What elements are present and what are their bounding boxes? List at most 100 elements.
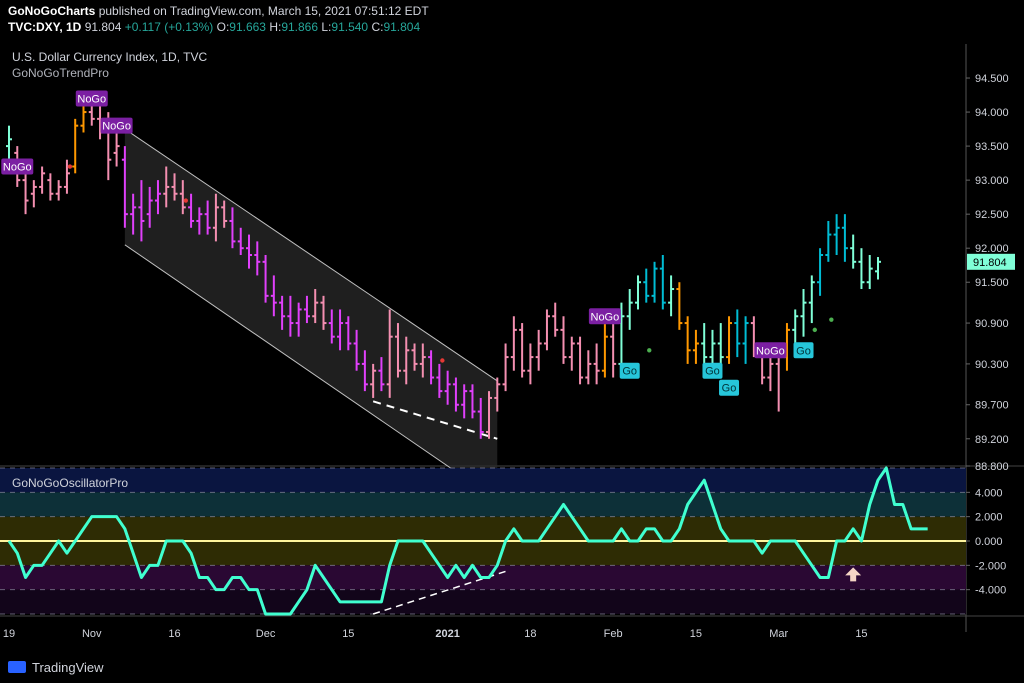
price-bar[interactable]	[841, 214, 848, 262]
price-bar[interactable]	[229, 207, 236, 249]
price-bar[interactable]	[279, 295, 286, 330]
price-bar[interactable]	[30, 180, 37, 208]
price-bar[interactable]	[436, 363, 443, 398]
price-bar[interactable]	[345, 316, 352, 351]
price-bar[interactable]	[717, 323, 724, 364]
price-bar[interactable]	[634, 275, 641, 310]
price-bar[interactable]	[726, 316, 733, 364]
price-bar[interactable]	[146, 186, 153, 228]
price-bar[interactable]	[204, 200, 211, 235]
price-bar[interactable]	[403, 336, 410, 385]
price-bar[interactable]	[386, 309, 393, 398]
price-bar[interactable]	[154, 180, 161, 215]
chart-area[interactable]: U.S. Dollar Currency Index, 1D, TVC GoNoG…	[0, 44, 1024, 654]
nogo-badge[interactable]: NoGo	[1, 158, 34, 175]
price-bar[interactable]	[643, 268, 650, 303]
price-bar[interactable]	[287, 295, 294, 337]
price-bar[interactable]	[47, 173, 54, 201]
oscillator-pane[interactable]: GoNoGoOscillatorPro 4.000 2.000 0.000 -2.000…	[0, 466, 1006, 616]
price-bar[interactable]	[651, 261, 658, 303]
price-bar[interactable]	[808, 275, 815, 324]
price-bar[interactable]	[246, 234, 253, 269]
price-bar[interactable]	[254, 241, 261, 276]
price-bar[interactable]	[684, 316, 691, 364]
price-bar[interactable]	[262, 255, 269, 303]
nogo-badge[interactable]: NoGo	[754, 342, 787, 359]
price-bar[interactable]	[378, 357, 385, 392]
price-bar[interactable]	[701, 323, 708, 364]
price-bar[interactable]	[461, 384, 468, 419]
time-axis[interactable]: 19 Nov 16 Dec 15 2021 18 Feb 15 Mar 15	[0, 615, 1024, 640]
price-bar[interactable]	[510, 316, 517, 371]
price-bar[interactable]	[858, 248, 865, 290]
price-bar[interactable]	[742, 316, 749, 364]
dashed-support-line[interactable]	[372, 400, 498, 440]
price-bar[interactable]	[138, 180, 145, 242]
price-bar[interactable]	[394, 323, 401, 378]
price-bar[interactable]	[469, 384, 476, 419]
price-bar[interactable]	[320, 295, 327, 330]
publisher-name[interactable]: GoNoGoCharts	[8, 4, 96, 18]
price-bar[interactable]	[543, 309, 550, 351]
price-bar[interactable]	[80, 105, 87, 133]
price-bar[interactable]	[444, 370, 451, 405]
price-pane[interactable]: U.S. Dollar Currency Index, 1D, TVCGoNoG…	[0, 44, 1024, 632]
oscillator-line[interactable]	[7, 466, 928, 616]
tradingview-logo[interactable]: TradingView	[8, 660, 104, 675]
price-bar[interactable]	[179, 180, 186, 215]
go-badge[interactable]: Go	[793, 342, 814, 359]
price-bar[interactable]	[221, 200, 228, 228]
price-bar[interactable]	[130, 193, 137, 235]
channel-lower-line[interactable]	[124, 244, 498, 501]
last-price-tag[interactable]	[967, 253, 1015, 270]
price-bar[interactable]	[494, 377, 501, 412]
price-bar[interactable]	[477, 397, 484, 439]
price-bar[interactable]	[833, 214, 840, 255]
price-bar[interactable]	[419, 343, 426, 378]
channel-upper-line[interactable]	[124, 128, 498, 382]
price-bar[interactable]	[370, 363, 377, 398]
price-bar[interactable]	[171, 173, 178, 201]
price-bar[interactable]	[337, 309, 344, 351]
chart-svg[interactable]: U.S. Dollar Currency Index, 1D, TVCGoNoG…	[0, 44, 1024, 654]
price-bar[interactable]	[39, 166, 46, 194]
price-bar[interactable]	[411, 343, 418, 371]
price-bar[interactable]	[626, 289, 633, 330]
price-bar[interactable]	[585, 350, 592, 385]
price-bar[interactable]	[800, 289, 807, 337]
price-bar[interactable]	[519, 323, 526, 378]
price-bar[interactable]	[452, 377, 459, 412]
price-bar[interactable]	[312, 289, 319, 324]
price-bar[interactable]	[577, 336, 584, 385]
price-bar[interactable]	[63, 159, 70, 194]
price-bar[interactable]	[601, 323, 608, 378]
price-bar[interactable]	[72, 118, 79, 174]
price-bar[interactable]	[328, 309, 335, 344]
price-bar[interactable]	[212, 193, 219, 242]
price-bar[interactable]	[121, 146, 128, 228]
price-bar[interactable]	[303, 295, 310, 324]
price-bar[interactable]	[163, 166, 170, 208]
price-bar[interactable]	[692, 329, 699, 364]
price-bar[interactable]	[817, 248, 824, 296]
price-bar[interactable]	[428, 350, 435, 385]
price-bar[interactable]	[767, 357, 774, 392]
price-bar[interactable]	[610, 316, 617, 378]
price-bar[interactable]	[295, 302, 302, 337]
price-bar[interactable]	[552, 302, 559, 337]
price-bar[interactable]	[237, 227, 244, 255]
price-bar[interactable]	[560, 316, 567, 364]
go-badge[interactable]: Go	[719, 379, 740, 396]
price-bar[interactable]	[866, 255, 873, 290]
price-bar[interactable]	[270, 275, 277, 317]
price-bar[interactable]	[659, 255, 666, 310]
nogo-badge[interactable]: NoGo	[588, 308, 621, 325]
price-bar[interactable]	[361, 350, 368, 392]
nogo-badge[interactable]: NoGo	[75, 90, 108, 107]
price-bar[interactable]	[486, 391, 493, 439]
price-bar[interactable]	[196, 207, 203, 235]
price-bar[interactable]	[792, 309, 799, 344]
go-badge[interactable]: Go	[619, 362, 640, 379]
price-bar[interactable]	[55, 180, 62, 201]
price-bar[interactable]	[502, 343, 509, 392]
